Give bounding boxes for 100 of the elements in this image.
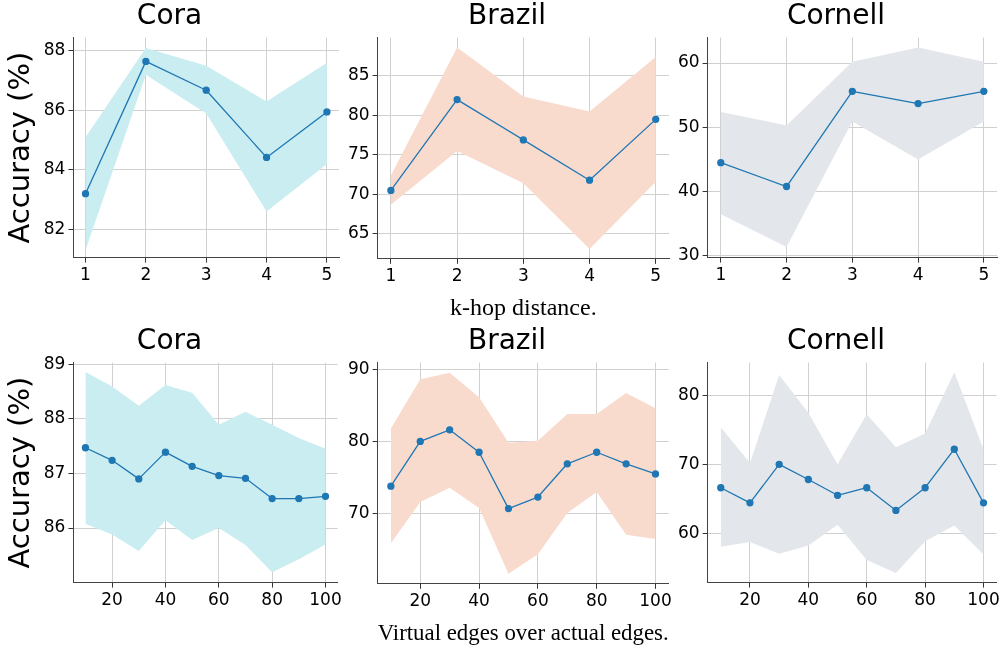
point: [804, 475, 812, 484]
x-tick-label: 40: [468, 590, 490, 611]
point: [387, 186, 395, 195]
y-tick-label: 90: [347, 357, 370, 378]
x-tick-label: 100: [639, 590, 672, 611]
point: [979, 499, 988, 507]
y-tick-label: 75: [347, 143, 370, 164]
x-axis-title: k-hop distance.: [450, 293, 597, 320]
y-axis-title: Accuracy (%): [1, 376, 36, 569]
x-tick-label: 4: [912, 264, 924, 285]
x-tick-label: 2: [781, 264, 792, 285]
point: [914, 99, 922, 108]
y-tick-label: 70: [677, 452, 700, 473]
y-tick-label: 40: [677, 180, 700, 201]
y-tick-label: 60: [677, 51, 700, 72]
x-tick-label: 40: [154, 589, 177, 610]
y-tick-label: 60: [677, 521, 700, 542]
point: [950, 445, 958, 453]
x-tick-label: 2: [140, 264, 152, 285]
chart-title: Cornell: [786, 0, 886, 32]
chart-title: Brazil: [467, 323, 547, 357]
point: [534, 493, 542, 501]
point: [585, 176, 594, 184]
point: [833, 491, 842, 499]
chart-title: Cornell: [786, 323, 886, 357]
y-tick-label: 86: [43, 516, 66, 537]
x-tick-label: 20: [101, 589, 123, 610]
point: [593, 448, 601, 456]
x-tick-label: 1: [715, 264, 727, 285]
y-tick-label: 70: [347, 502, 370, 523]
x-tick-label: 80: [585, 590, 608, 611]
y-tick-label: 88: [43, 407, 66, 428]
point: [446, 426, 454, 434]
point: [475, 448, 483, 456]
point: [717, 484, 725, 492]
chart-title: Cora: [136, 323, 203, 357]
x-tick-label: 3: [846, 264, 858, 285]
point: [921, 484, 929, 492]
point: [81, 190, 90, 198]
point: [262, 153, 271, 162]
point: [81, 444, 90, 452]
x-tick-label: 80: [914, 589, 936, 610]
point: [268, 494, 276, 503]
y-tick-label: 84: [43, 158, 66, 179]
x-tick-label: 60: [855, 589, 878, 610]
y-tick-label: 85: [347, 64, 370, 85]
y-tick-label: 30: [677, 244, 700, 265]
x-tick-label: 3: [517, 265, 529, 286]
point: [651, 470, 660, 478]
x-tick-label: 100: [967, 589, 1000, 610]
point: [622, 460, 630, 468]
y-tick-label: 65: [347, 222, 370, 243]
point: [563, 460, 571, 468]
y-tick-label: 80: [347, 429, 370, 450]
point: [161, 448, 170, 456]
x-tick-label: 60: [527, 590, 549, 611]
chart-title: Cora: [136, 0, 203, 32]
point: [980, 87, 988, 95]
point: [135, 475, 143, 483]
point: [323, 108, 331, 116]
y-tick-label: 82: [43, 217, 66, 238]
x-tick-label: 3: [200, 264, 212, 285]
point: [188, 462, 196, 470]
x-tick-label: 20: [739, 589, 761, 610]
point: [387, 482, 395, 490]
y-tick-label: 88: [43, 39, 66, 60]
x-tick-label: 5: [650, 265, 662, 286]
x-tick-label: 4: [261, 264, 272, 285]
x-tick-label: 40: [797, 589, 820, 610]
point: [782, 182, 791, 191]
point: [241, 474, 250, 482]
point: [108, 456, 116, 464]
y-tick-label: 86: [43, 98, 66, 119]
point: [142, 57, 150, 66]
point: [295, 494, 303, 503]
y-tick-label: 50: [677, 115, 700, 136]
point: [519, 136, 527, 144]
point: [746, 499, 754, 507]
x-tick-label: 100: [309, 589, 342, 610]
point: [202, 86, 210, 94]
x-tick-label: 80: [261, 589, 283, 610]
y-tick-label: 70: [347, 182, 370, 203]
point: [215, 471, 223, 480]
x-tick-label: 5: [978, 264, 990, 285]
y-axis-title: Accuracy (%): [1, 51, 36, 244]
x-tick-label: 2: [451, 265, 463, 286]
x-tick-label: 1: [80, 264, 91, 285]
point: [652, 115, 660, 124]
point: [892, 506, 900, 515]
point: [848, 87, 856, 95]
point: [717, 159, 725, 167]
x-axis-title: Virtual edges over actual edges.: [377, 618, 669, 646]
y-tick-label: 89: [43, 352, 66, 373]
x-tick-label: 1: [385, 265, 397, 286]
point: [453, 95, 461, 104]
point: [775, 460, 783, 468]
chart-title: Brazil: [467, 0, 547, 32]
y-tick-label: 80: [347, 103, 370, 124]
point: [504, 504, 513, 513]
point: [863, 484, 871, 492]
